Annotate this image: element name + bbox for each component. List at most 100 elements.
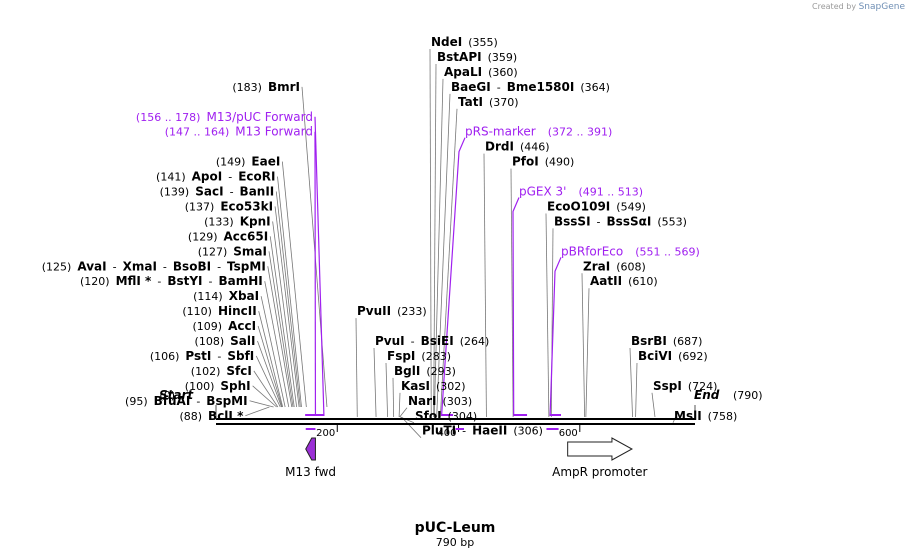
enzyme-name: Acc65I	[224, 229, 269, 243]
enzyme-leader-tati	[439, 108, 458, 418]
enzyme-kpni: (133) KpnI	[204, 214, 271, 228]
enzyme-pvuii: PvuII (233)	[357, 304, 427, 318]
enzyme-leader-aatii	[585, 288, 590, 418]
primer-leader-pbrforeco	[549, 257, 562, 417]
enzyme-name: TatI	[458, 95, 483, 109]
enzyme-separator: -	[217, 350, 221, 363]
enzyme-name: BfuAI	[154, 394, 191, 408]
enzyme-pluti: PluTI - HaeII (306)	[422, 424, 543, 438]
enzyme-bsssi: BssSI - BssSαI (553)	[554, 214, 687, 228]
snapgene-brand: SnapGene	[858, 2, 905, 12]
enzyme-position: (359)	[488, 51, 518, 64]
enzyme-name: AccI	[228, 319, 256, 333]
enzyme-leader-sali	[257, 340, 282, 408]
enzyme-bstapi: BstAPI (359)	[437, 50, 517, 64]
start-position: (0)	[159, 389, 175, 402]
start-label: Start	[159, 388, 194, 402]
enzyme-name: TspMI	[227, 259, 266, 273]
primer-m13-forward: (147 .. 164) M13 Forward	[165, 125, 313, 139]
enzyme-smai: (127) SmaI	[198, 244, 267, 258]
enzyme-position: (370)	[489, 96, 519, 109]
enzyme-saci: (139) SacI - BanII	[160, 185, 275, 199]
leader-lines	[245, 48, 676, 438]
enzyme-name: Eco53kI	[220, 199, 273, 213]
enzyme-name: XbaI	[229, 289, 259, 303]
enzyme-position: (549)	[616, 200, 646, 213]
enzyme-position: (133)	[204, 215, 234, 228]
enzyme-leader-bgli	[392, 377, 395, 418]
enzyme-name: EaeI	[251, 155, 280, 169]
feature-label: AmpR promoter	[552, 465, 647, 479]
enzyme-leader-avai	[267, 266, 293, 408]
enzyme-leader-bmri	[301, 86, 328, 408]
primer-leader-pgex-3	[512, 197, 520, 417]
enzyme-leader-kpni	[272, 221, 298, 408]
enzyme-separator: -	[230, 186, 234, 199]
feature-m13-fwd: M13 fwd	[285, 437, 336, 479]
enzyme-leader-psti	[255, 355, 281, 408]
enzyme-acci: (109) AccI	[193, 319, 257, 333]
primer-bars	[305, 414, 562, 430]
feature-arrow	[567, 437, 633, 461]
enzyme-name: PluTI	[422, 424, 456, 438]
enzyme-separator: -	[497, 81, 501, 94]
enzyme-position: (293)	[426, 365, 456, 378]
enzyme-name: SphI	[220, 379, 250, 393]
enzyme-name: SalI	[230, 334, 255, 348]
enzyme-sfci: (102) SfcI	[191, 364, 252, 378]
enzyme-bgli: BglI (293)	[394, 364, 456, 378]
enzyme-name: BspMI	[206, 394, 247, 408]
enzyme-name: NarI	[408, 394, 437, 408]
enzyme-name: EcoO109I	[547, 199, 610, 213]
site-labels: (183) BmrI (149) EaeI(141) ApoI - EcoRI (139) Sa…	[42, 35, 737, 438]
enzyme-name: SfoI	[415, 409, 442, 423]
primer-name: pBRforEco	[561, 244, 623, 258]
enzyme-leader-baegi	[436, 93, 451, 418]
primer-name: M13/pUC Forward	[206, 110, 313, 124]
enzyme-avai: (125) AvaI - XmaI - BsoBI - TspMI	[42, 259, 266, 273]
enzyme-position: (302)	[436, 380, 466, 393]
enzyme-kasi: KasI (302)	[401, 379, 466, 393]
enzyme-name: SacI	[195, 185, 223, 199]
enzyme-name: ApaLI	[444, 65, 482, 79]
enzyme-position: (149)	[216, 156, 246, 169]
enzyme-aatii: AatII (610)	[590, 274, 658, 288]
enzyme-apoi: (141) ApoI - EcoRI	[156, 170, 275, 184]
enzyme-separator: -	[209, 275, 213, 288]
enzyme-ecoo109i: EcoO109I (549)	[547, 199, 646, 213]
plasmid-name: pUC-Leum	[415, 520, 496, 536]
enzyme-leader-eaei	[281, 161, 307, 408]
enzyme-name: BanII	[240, 185, 275, 199]
enzyme-bmri: (183) BmrI	[232, 80, 300, 94]
enzyme-position: (129)	[188, 230, 218, 243]
enzyme-position: (137)	[185, 200, 215, 213]
enzyme-position: (141)	[156, 171, 186, 184]
enzyme-sfoi: SfoI (304)	[415, 409, 477, 423]
enzyme-leader-pvuii	[355, 318, 358, 418]
enzyme-pfoi: PfoI (490)	[512, 155, 574, 169]
enzyme-position: (304)	[448, 410, 478, 423]
enzyme-nari: NarI (303)	[408, 394, 472, 408]
enzyme-sphi: (100) SphI	[185, 379, 251, 393]
enzyme-position: (127)	[198, 245, 228, 258]
enzyme-position: (100)	[185, 380, 215, 393]
enzyme-position: (355)	[468, 36, 498, 49]
enzyme-name: BssSαI	[607, 214, 652, 228]
enzyme-xbai: (114) XbaI	[193, 289, 259, 303]
enzyme-separator: -	[462, 425, 466, 438]
enzyme-leader-bsrbi	[629, 347, 633, 418]
enzyme-sali: (108) SalI	[195, 334, 256, 348]
enzyme-leader-mfli	[264, 281, 290, 408]
tick-label: 600	[559, 428, 578, 439]
primer-prs-marker: pRS-marker (372 .. 391)	[465, 125, 612, 139]
enzyme-position: (139)	[160, 186, 190, 199]
enzyme-position: (303)	[443, 395, 473, 408]
enzyme-name: SbfI	[227, 349, 254, 363]
enzyme-position: (120)	[80, 275, 110, 288]
enzyme-leader-fspi	[385, 362, 388, 418]
enzyme-fspi: FspI (283)	[387, 349, 451, 363]
enzyme-baegi: BaeGI - Bme1580I (364)	[451, 80, 610, 94]
enzyme-name: SmaI	[233, 244, 267, 258]
enzyme-separator: -	[163, 260, 167, 273]
enzyme-psti: (106) PstI - SbfI	[150, 349, 254, 363]
